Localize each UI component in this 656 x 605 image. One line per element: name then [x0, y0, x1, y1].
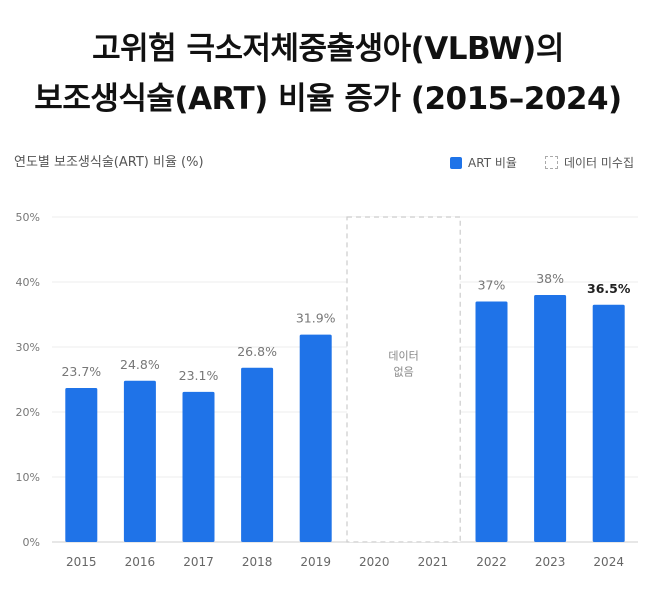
- value-label-2017: 23.1%: [179, 368, 219, 383]
- y-tick-label: 10%: [16, 471, 40, 484]
- missing-data-region: [346, 216, 461, 543]
- value-label-2024: 36.5%: [587, 281, 631, 296]
- x-tick-label-2023: 2023: [535, 555, 566, 569]
- bar-2016: [123, 380, 156, 542]
- value-label-2023: 38%: [536, 271, 564, 286]
- missing-data-note-line-2: 없음: [393, 366, 413, 379]
- bar-2018: [241, 367, 274, 542]
- value-label-2016: 24.8%: [120, 357, 160, 372]
- x-tick-label-2024: 2024: [593, 555, 624, 569]
- y-tick-label: 0%: [23, 536, 40, 549]
- y-tick-label: 30%: [16, 341, 40, 354]
- bar-2024: [592, 304, 625, 542]
- value-label-2018: 26.8%: [237, 344, 277, 359]
- legend-label-missing: 데이터 미수집: [563, 156, 634, 170]
- title-line-2: 보조생식술(ART) 비율 증가 (2015–2024): [34, 81, 622, 117]
- value-label-2022: 37%: [478, 278, 506, 293]
- value-label-2015: 23.7%: [61, 364, 101, 379]
- x-tick-label-2018: 2018: [242, 555, 273, 569]
- bar-2019: [299, 334, 332, 542]
- value-label-2019: 31.9%: [296, 311, 336, 326]
- x-tick-label-2015: 2015: [66, 555, 97, 569]
- legend-item-art: ART 비율: [450, 154, 517, 171]
- bar-2015: [65, 387, 98, 542]
- y-tick-label: 20%: [16, 406, 40, 419]
- title-line-1: 고위험 극소저체중출생아(VLBW)의: [92, 31, 564, 67]
- legend-item-missing: 데이터 미수집: [544, 154, 634, 171]
- x-tick-label-2020: 2020: [359, 555, 390, 569]
- legend-label-art: ART 비율: [468, 156, 517, 170]
- x-tick-label-2022: 2022: [476, 555, 507, 569]
- bar-2023: [534, 295, 567, 542]
- legend: ART 비율 데이터 미수집: [450, 154, 634, 171]
- missing-data-note-line-1: 데이터: [388, 350, 418, 363]
- chart-subtitle: 연도별 보조생식술(ART) 비율 (%): [14, 155, 204, 170]
- x-tick-label-2021: 2021: [418, 555, 449, 569]
- x-tick-label-2019: 2019: [300, 555, 331, 569]
- bar-2022: [475, 301, 508, 542]
- y-tick-label: 40%: [16, 276, 40, 289]
- x-tick-label-2017: 2017: [183, 555, 214, 569]
- x-tick-label-2016: 2016: [125, 555, 156, 569]
- chart-title: 고위험 극소저체중출생아(VLBW)의 보조생식술(ART) 비율 증가 (20…: [0, 24, 656, 124]
- bar-2017: [182, 391, 215, 542]
- legend-swatch-art: [450, 156, 463, 169]
- legend-swatch-missing: [544, 156, 558, 169]
- y-tick-label: 50%: [16, 211, 40, 224]
